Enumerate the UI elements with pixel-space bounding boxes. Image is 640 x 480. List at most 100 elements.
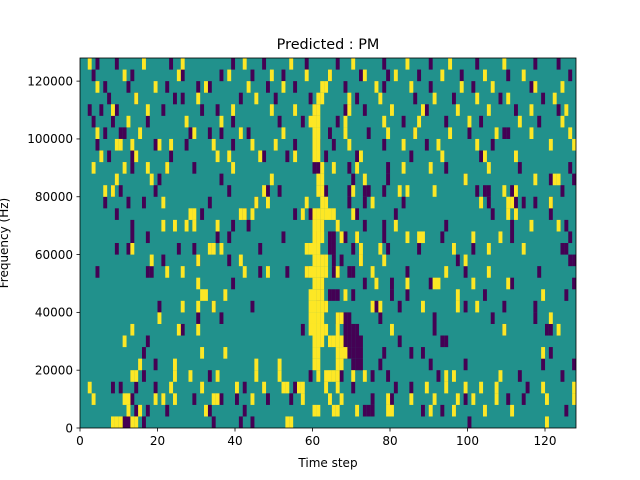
heatmap-cell-positive <box>316 323 321 336</box>
heatmap-cell-negative <box>161 104 166 116</box>
heatmap-cell-negative <box>215 231 220 244</box>
heatmap-cell-negative <box>452 92 456 105</box>
heatmap-cell-negative <box>362 277 367 290</box>
heatmap-cell-positive <box>390 404 394 417</box>
heatmap-cell-positive <box>436 138 441 151</box>
heatmap-cell-negative <box>366 185 371 197</box>
heatmap-cell-positive <box>405 185 410 197</box>
heatmap-cell-negative <box>285 150 290 163</box>
heatmap-cell-positive <box>316 335 321 348</box>
heatmap-cell-positive <box>200 289 205 301</box>
heatmap-cell-negative <box>548 208 553 220</box>
heatmap-cell-positive <box>99 150 104 163</box>
heatmap-cell-positive <box>312 243 317 255</box>
heatmap-cell-positive <box>424 381 429 394</box>
heatmap-cell-negative <box>401 115 406 128</box>
heatmap-cell-negative <box>463 266 468 278</box>
heatmap-cell-positive <box>324 196 329 209</box>
heatmap-cell-positive <box>312 289 317 301</box>
heatmap-cell-negative <box>355 335 360 348</box>
heatmap-cell-negative <box>219 393 224 405</box>
heatmap-cell-negative <box>142 347 146 359</box>
heatmap-cell-positive <box>393 69 398 82</box>
heatmap-cell-negative <box>397 300 402 313</box>
heatmap-cell-positive <box>421 231 425 244</box>
heatmap-cell-negative <box>316 162 321 174</box>
heatmap-cell-negative <box>463 393 468 405</box>
heatmap-cell-negative <box>568 69 573 82</box>
heatmap-cell-negative <box>192 162 197 174</box>
heatmap-cell-negative <box>514 196 518 209</box>
heatmap-cell-negative <box>180 92 185 105</box>
heatmap-cell-positive <box>502 185 507 197</box>
heatmap-cell-negative <box>103 81 108 93</box>
heatmap-cell-positive <box>362 370 367 382</box>
heatmap-cell-negative <box>130 162 135 174</box>
heatmap-cell-positive <box>316 104 321 116</box>
heatmap-cell-negative <box>351 266 356 278</box>
heatmap-cell-positive <box>242 58 247 70</box>
heatmap-cell-negative <box>207 127 212 139</box>
heatmap-cell-positive <box>285 381 290 394</box>
heatmap-cell-positive <box>452 370 456 382</box>
heatmap-cell-positive <box>118 416 123 429</box>
heatmap-cell-negative <box>246 219 251 232</box>
heatmap-cell-positive <box>347 104 352 116</box>
heatmap-cell-negative <box>355 92 360 105</box>
heatmap-cell-positive <box>502 323 507 336</box>
heatmap-cell-positive <box>413 127 418 139</box>
heatmap-cell-positive <box>324 381 329 394</box>
heatmap-cell-positive <box>316 277 321 290</box>
heatmap-cell-negative <box>328 289 332 301</box>
heatmap-cell-positive <box>188 370 193 382</box>
heatmap-cell-positive <box>242 266 247 278</box>
heatmap-cell-negative <box>459 69 464 82</box>
heatmap-cell-positive <box>324 254 329 267</box>
heatmap-cell-positive <box>560 115 565 128</box>
heatmap-cell-positive <box>521 69 526 82</box>
heatmap-cell-positive <box>455 393 460 405</box>
heatmap-cell-negative <box>355 150 360 163</box>
heatmap-cell-negative <box>560 243 565 255</box>
heatmap-cell-positive <box>134 416 139 429</box>
heatmap-cell-negative <box>293 81 298 93</box>
heatmap-cell-positive <box>266 196 270 209</box>
heatmap-cell-positive <box>95 81 100 93</box>
heatmap-cell-positive <box>324 300 329 313</box>
heatmap-cell-positive <box>374 81 379 93</box>
heatmap-cell-negative <box>207 196 212 209</box>
heatmap-cell-positive <box>262 185 267 197</box>
heatmap-cell-positive <box>126 393 131 405</box>
plot-frame <box>79 57 577 429</box>
heatmap-cell-positive <box>339 347 344 359</box>
heatmap-cell-positive <box>494 381 499 394</box>
heatmap-cell-positive <box>552 173 557 186</box>
heatmap-cell-negative <box>362 104 367 116</box>
heatmap-cell-positive <box>134 150 139 163</box>
heatmap-cell-positive <box>215 219 220 232</box>
heatmap-cell-negative <box>510 231 515 244</box>
heatmap-cell-negative <box>130 69 135 82</box>
heatmap-cell-positive <box>184 115 189 128</box>
heatmap-cell-negative <box>145 404 150 417</box>
heatmap-cell-negative <box>266 185 270 197</box>
heatmap-cell-positive <box>91 162 96 174</box>
heatmap-cell-positive <box>320 162 325 174</box>
heatmap-cell-positive <box>192 127 197 139</box>
heatmap-cell-positive <box>153 393 158 405</box>
heatmap-cell-negative <box>273 92 278 105</box>
heatmap-cell-positive <box>359 243 363 255</box>
heatmap-cell-positive <box>343 127 348 139</box>
heatmap-cell-positive <box>417 115 422 128</box>
heatmap-cell-positive <box>463 173 468 186</box>
heatmap-cell-negative <box>335 289 340 301</box>
heatmap-cell-positive <box>331 404 336 417</box>
heatmap-cell-negative <box>370 393 375 405</box>
heatmap-cell-negative <box>180 323 185 336</box>
heatmap-cell-positive <box>339 393 344 405</box>
heatmap-cell-positive <box>293 104 298 116</box>
heatmap-cell-positive <box>149 254 154 267</box>
heatmap-cell-positive <box>463 254 468 267</box>
heatmap-cell-negative <box>397 335 402 348</box>
heatmap-cell-negative <box>142 370 146 382</box>
